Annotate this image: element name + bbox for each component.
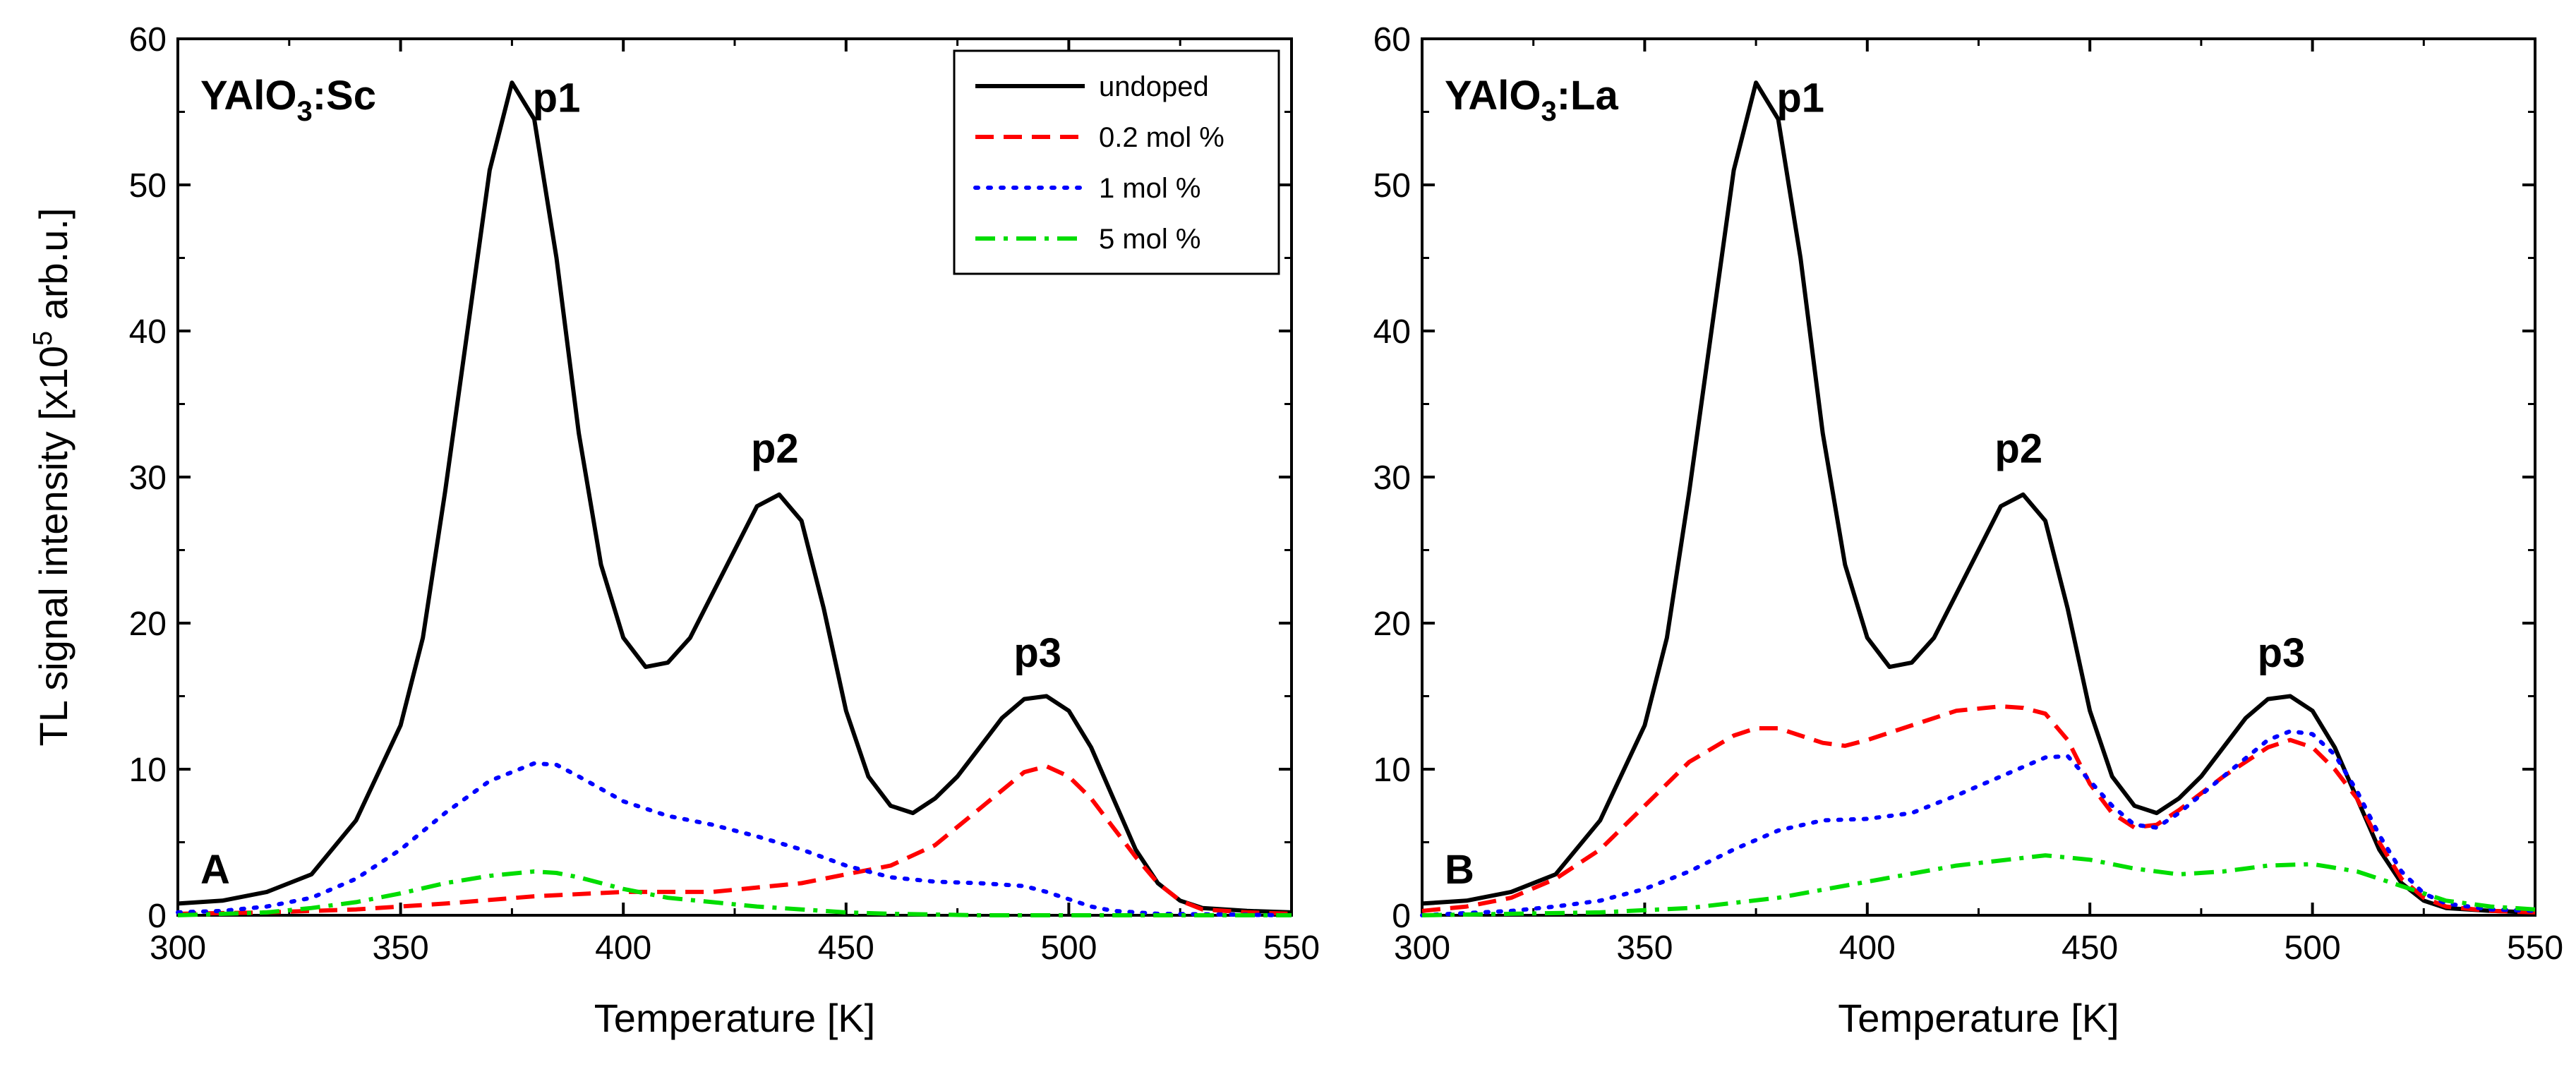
x-tick-label: 400	[1839, 929, 1896, 967]
y-tick-label: 40	[1373, 313, 1411, 351]
y-tick-label: 60	[1373, 21, 1411, 59]
panel-title-subscript: 3	[1541, 96, 1556, 127]
y-tick-label: 20	[1373, 605, 1411, 643]
y-axis-title: TL signal intensity [x105 arb.u.]	[28, 207, 76, 746]
panel-title-suffix: :La	[1557, 73, 1619, 119]
x-tick-label: 550	[1263, 929, 1320, 967]
panel-title-base: YAlO	[200, 73, 296, 119]
y-axis-title-prefix: TL signal intensity [x10	[31, 346, 76, 747]
panel-title: YAlO3:La	[1445, 73, 1618, 127]
y-tick-label: 10	[129, 752, 167, 789]
y-tick-label: 0	[1392, 898, 1411, 935]
series-line-undoped	[177, 80, 1292, 915]
series-line-undoped	[1421, 80, 2536, 915]
series-line-1-mol-	[176, 761, 1294, 917]
x-tick-label: 450	[2062, 929, 2118, 967]
y-tick-label: 10	[1373, 752, 1411, 789]
x-tick-label: 400	[595, 929, 651, 967]
peak-label-p2: p2	[751, 426, 799, 471]
plot-frame	[1421, 37, 2536, 917]
y-tick-label: 30	[129, 459, 167, 497]
x-axis-title: Temperature [K]	[1838, 996, 2119, 1040]
peak-label-p3: p3	[2258, 630, 2306, 676]
x-axis-title: Temperature [K]	[594, 996, 875, 1040]
panel-a: 300 350 400 450 500 550 0 10 20 30 40 50 60 Temperatu…	[28, 21, 1320, 1040]
panel-letter: A	[200, 847, 230, 893]
panel-title-subscript: 3	[296, 96, 312, 127]
panel-title-base: YAlO	[1445, 73, 1541, 119]
series-line-5-mol-	[177, 869, 1292, 917]
y-tick-label: 0	[148, 898, 167, 935]
peak-label-p2: p2	[1994, 426, 2042, 471]
series-line-0-2-mol-	[177, 764, 1292, 916]
legend-entry: 5 mol %	[1099, 224, 1201, 255]
y-tick-label: 50	[129, 167, 167, 205]
x-tick-label: 350	[373, 929, 429, 967]
y-tick-label: 20	[129, 605, 167, 643]
x-tick-label: 450	[818, 929, 874, 967]
panel-letter: B	[1445, 847, 1474, 893]
peak-label-p1: p1	[1776, 76, 1824, 121]
legend-entry: 1 mol %	[1099, 173, 1201, 204]
y-tick-label: 50	[1373, 167, 1411, 205]
y-tick-label: 60	[129, 21, 167, 59]
legend-entry: 0.2 mol %	[1099, 122, 1224, 153]
y-axis-title-superscript: 5	[28, 331, 58, 346]
series-line-0-2-mol-	[1421, 704, 2536, 915]
peak-label-p3: p3	[1013, 630, 1061, 676]
panel-b: 300 350 400 450 500 550 0 10 20 30 40 50 60 Temperatu…	[1373, 21, 2563, 1040]
y-tick-label: 30	[1373, 459, 1411, 497]
panel-title-suffix: :Sc	[313, 73, 376, 119]
panel-title: YAlO3:Sc	[200, 73, 376, 127]
y-tick-label: 40	[129, 313, 167, 351]
x-tick-label: 550	[2507, 929, 2563, 967]
legend-entry: undoped	[1099, 71, 1209, 102]
x-tick-label: 300	[1394, 929, 1450, 967]
series-line-1-mol-	[1420, 729, 2537, 917]
y-axis-title-suffix: arb.u.]	[31, 207, 76, 330]
series-line-5-mol-	[1421, 853, 2536, 917]
x-tick-label: 300	[150, 929, 206, 967]
x-tick-label: 350	[1616, 929, 1673, 967]
x-tick-label: 500	[2285, 929, 2341, 967]
peak-label-p1: p1	[533, 76, 581, 121]
x-tick-label: 500	[1040, 929, 1097, 967]
